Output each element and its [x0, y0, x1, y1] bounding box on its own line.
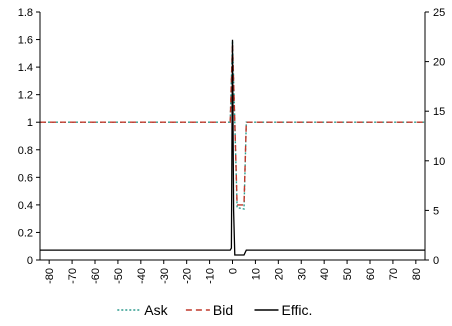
x-tick-label: 20	[273, 268, 285, 280]
x-tick-label: -30	[159, 268, 171, 284]
x-tick-label: -20	[182, 268, 194, 284]
y-right-tick-label: 5	[433, 205, 439, 217]
x-tick-label: 70	[388, 268, 400, 280]
x-tick-label: -70	[67, 268, 79, 284]
y-left-tick-label: 0	[27, 255, 33, 267]
y-left-tick-label: 0.8	[18, 145, 33, 157]
y-left-tick-label: 0.4	[18, 200, 33, 212]
y-left-tick-label: 1	[27, 117, 33, 129]
y-left-tick-label: 1.8	[18, 7, 33, 19]
x-tick-label: -60	[90, 268, 102, 284]
ticks-group: 00.20.40.60.811.21.41.61.80510152025-80-…	[18, 7, 446, 284]
series-line-bid	[40, 43, 425, 206]
y-right-tick-label: 0	[433, 255, 439, 267]
plot-series-group	[40, 39, 425, 256]
y-left-tick-label: 1.6	[18, 35, 33, 47]
y-right-tick-label: 15	[433, 106, 445, 118]
y-left-tick-label: 0.2	[18, 227, 33, 239]
legend-label-effic: Effic.	[282, 302, 313, 318]
y-left-tick-label: 1.2	[18, 90, 33, 102]
x-tick-label: 10	[250, 268, 262, 280]
legend-label-bid: Bid	[213, 302, 233, 318]
y-right-tick-label: 10	[433, 156, 445, 168]
x-tick-label: 30	[296, 268, 308, 280]
series-line-effic	[40, 39, 425, 256]
y-left-tick-label: 0.6	[18, 172, 33, 184]
legend: Ask Bid Effic.	[117, 302, 312, 318]
y-left-tick-label: 1.4	[18, 62, 33, 74]
x-tick-label: 40	[319, 268, 331, 280]
x-tick-label: -10	[205, 268, 217, 284]
x-tick-label: 60	[365, 268, 377, 280]
x-tick-label: 0	[228, 268, 240, 274]
x-tick-label: -80	[44, 268, 56, 284]
x-tick-label: 80	[411, 268, 423, 280]
x-tick-label: -50	[113, 268, 125, 284]
y-right-tick-label: 20	[433, 57, 445, 69]
x-tick-label: -40	[136, 268, 148, 284]
x-tick-label: 50	[342, 268, 354, 280]
legend-label-ask: Ask	[144, 302, 168, 318]
y-right-tick-label: 25	[433, 7, 445, 19]
